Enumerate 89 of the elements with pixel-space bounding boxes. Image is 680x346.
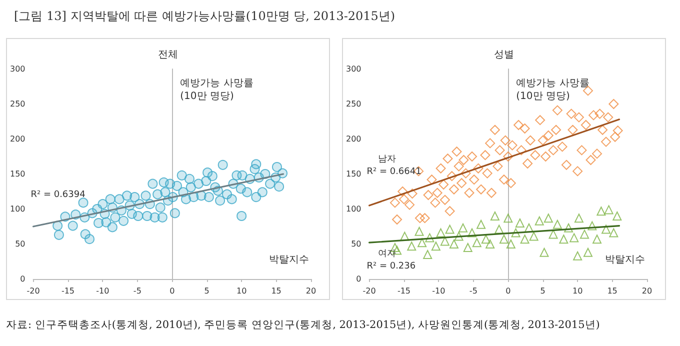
x-axis-title: 박탈지수 bbox=[605, 254, 645, 266]
x-tick-label: 0 bbox=[506, 286, 511, 296]
x-tick-label: -5 bbox=[469, 286, 478, 296]
point bbox=[486, 240, 495, 248]
x-tick-label: 15 bbox=[607, 286, 618, 296]
y-tick-label: 50 bbox=[351, 240, 362, 248]
y-tick-label: 100 bbox=[346, 204, 362, 214]
y-tick-label: 100 bbox=[10, 204, 26, 214]
point bbox=[506, 240, 516, 248]
x-tick-label: -10 bbox=[96, 286, 110, 296]
point bbox=[602, 224, 611, 234]
point bbox=[423, 250, 432, 259]
x-tick-label: 20 bbox=[642, 286, 652, 296]
point bbox=[436, 228, 446, 238]
point bbox=[407, 242, 416, 251]
x-tick-label: -15 bbox=[397, 286, 411, 296]
point bbox=[414, 226, 424, 236]
point bbox=[463, 243, 472, 252]
text: 자료: 인구주택총조사(통계청, 2010년), 주민등록 연앙인구(통계청, 2013-2015년), 사망원인통계(통계청, 2013-2015년) bbox=[6, 318, 600, 332]
point bbox=[570, 233, 579, 242]
x-tick-label: -15 bbox=[61, 286, 75, 296]
y-tick-label: 300 bbox=[10, 64, 26, 74]
point bbox=[544, 214, 553, 223]
y-tick-label: 50 bbox=[15, 240, 26, 248]
y-tick-label: 250 bbox=[10, 100, 26, 108]
point bbox=[583, 248, 592, 257]
x-axis-title: 박탈지수 bbox=[269, 254, 309, 266]
point bbox=[540, 248, 549, 257]
x-tick-label: -20 bbox=[26, 286, 40, 296]
point bbox=[552, 220, 562, 229]
point bbox=[454, 232, 464, 241]
point bbox=[476, 220, 486, 229]
x-tick-label: -20 bbox=[362, 286, 376, 296]
point bbox=[445, 224, 454, 234]
annotation: 여자 bbox=[378, 248, 396, 259]
point bbox=[609, 228, 618, 238]
point bbox=[449, 240, 458, 248]
point bbox=[604, 205, 614, 214]
chart-title: 전체 bbox=[158, 50, 178, 60]
point bbox=[472, 238, 482, 248]
annotation: R² = 0.236 bbox=[366, 261, 416, 272]
point bbox=[458, 223, 468, 232]
point bbox=[425, 233, 434, 242]
point bbox=[548, 230, 558, 239]
point bbox=[418, 238, 427, 248]
point bbox=[431, 242, 440, 251]
point bbox=[520, 234, 530, 244]
point bbox=[440, 236, 450, 246]
x-tick-label: 15 bbox=[271, 286, 282, 296]
x-tick-label: 0 bbox=[170, 286, 175, 296]
point bbox=[588, 221, 597, 230]
y-axis-title: 예방가능 사망률 (10만 명당) bbox=[180, 78, 254, 102]
point bbox=[596, 206, 606, 216]
point bbox=[515, 218, 524, 228]
y-tick-label: 0 bbox=[356, 274, 362, 284]
chart-title: 성별 bbox=[494, 50, 514, 60]
point bbox=[468, 228, 477, 238]
x-tick-label: -5 bbox=[133, 286, 142, 296]
x-tick-label: 5 bbox=[204, 286, 210, 296]
x-tick-label: -10 bbox=[432, 286, 446, 296]
annotation: 남자 bbox=[378, 154, 396, 164]
y-tick-label: 150 bbox=[346, 170, 362, 178]
x-tick-label: 20 bbox=[306, 286, 316, 296]
point bbox=[573, 251, 582, 260]
point bbox=[504, 214, 513, 223]
point bbox=[534, 216, 544, 226]
annotation: R² = 0.6394 bbox=[30, 190, 86, 200]
point bbox=[580, 230, 590, 239]
point bbox=[511, 228, 520, 238]
y-axis-title: 예방가능 사망률 (10만 명당) bbox=[516, 78, 590, 102]
point bbox=[574, 214, 584, 223]
point bbox=[490, 212, 500, 220]
point bbox=[564, 223, 574, 232]
x-tick-label: 10 bbox=[236, 286, 247, 296]
point bbox=[592, 234, 602, 244]
y-tick-label: 0 bbox=[20, 274, 26, 284]
x-tick-label: 10 bbox=[572, 286, 583, 296]
point bbox=[529, 232, 538, 241]
y-tick-label: 200 bbox=[346, 134, 362, 144]
y-tick-label: 250 bbox=[346, 100, 362, 108]
point bbox=[612, 212, 622, 220]
y-tick-label: 150 bbox=[10, 170, 26, 178]
point bbox=[499, 234, 508, 244]
point bbox=[481, 234, 490, 244]
x-tick-label: 5 bbox=[540, 286, 546, 296]
y-tick-label: 300 bbox=[346, 64, 362, 74]
y-tick-label: 200 bbox=[10, 134, 26, 144]
text: [그림 13] 지역박탈에 따른 예방가능사망률(10만명 당, 2013-2015년) bbox=[14, 8, 396, 25]
point bbox=[559, 234, 568, 244]
